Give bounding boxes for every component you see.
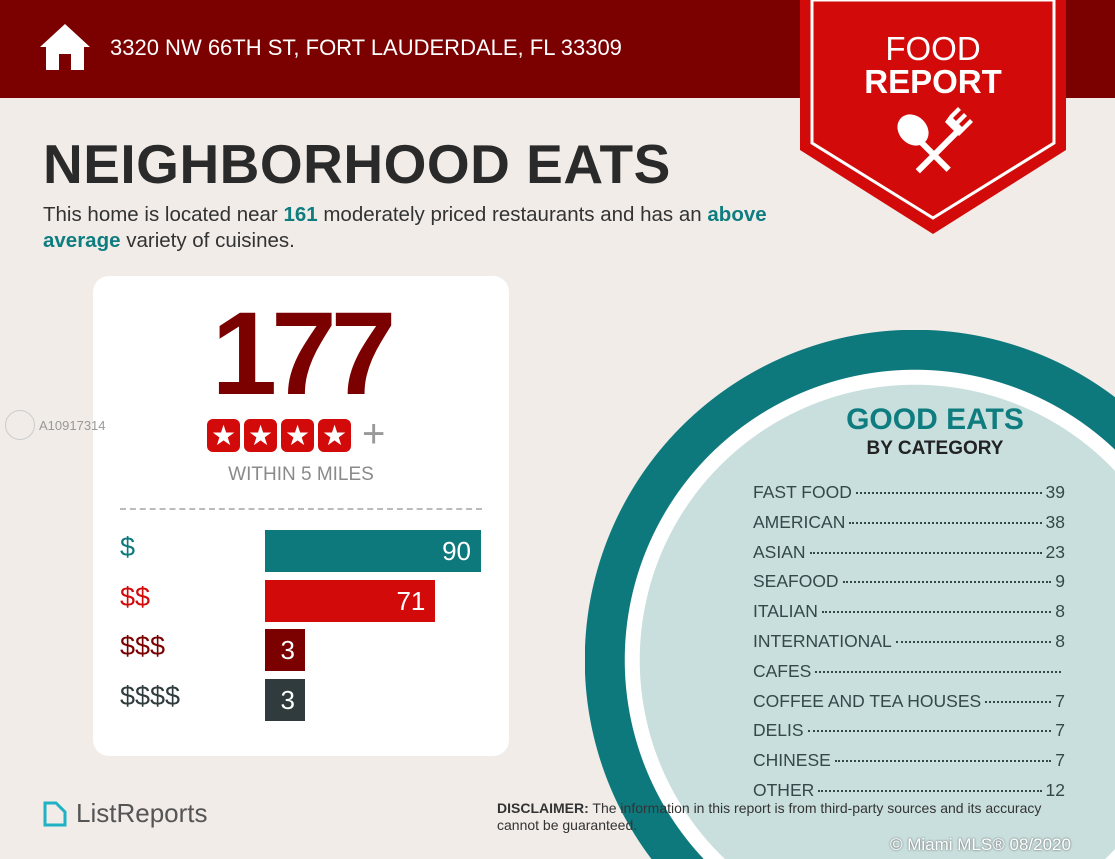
category-item: COFFEE AND TEA HOUSES 7 bbox=[753, 691, 1065, 721]
star-icon: ★ bbox=[244, 419, 277, 452]
price-tier-label: $$$$ bbox=[120, 680, 181, 711]
leader-dots bbox=[818, 789, 1042, 792]
leader-dots bbox=[842, 581, 1052, 584]
category-item: AMERICAN 38 bbox=[753, 512, 1065, 542]
category-name: DELIS bbox=[753, 720, 804, 741]
category-name: ASIAN bbox=[753, 541, 806, 562]
category-item: INTERNATIONAL 8 bbox=[753, 631, 1065, 661]
price-bar: 3 bbox=[265, 629, 305, 671]
food-report-badge bbox=[800, 0, 1066, 234]
listreports-icon bbox=[43, 801, 67, 826]
within-label: WITHIN 5 MILES bbox=[228, 464, 374, 485]
category-item: CAFES bbox=[753, 661, 1065, 691]
spoon-fork-icon bbox=[897, 107, 973, 174]
watermark-logo-icon bbox=[5, 410, 35, 440]
total-restaurants: 177 bbox=[211, 288, 397, 420]
price-tier-label: $$ bbox=[120, 581, 151, 612]
star-icon: ★ bbox=[281, 419, 314, 452]
category-item: OTHER 12 bbox=[753, 780, 1065, 810]
category-name: CHINESE bbox=[753, 750, 831, 771]
category-item: ASIAN 23 bbox=[753, 542, 1065, 572]
price-bar: 71 bbox=[265, 579, 436, 622]
teal-circle bbox=[585, 330, 1115, 859]
category-count: 39 bbox=[1045, 482, 1065, 502]
category-name: INTERNATIONAL bbox=[753, 630, 892, 651]
leader-dots bbox=[807, 730, 1052, 733]
plus-sign: + bbox=[362, 412, 386, 456]
category-count: 38 bbox=[1045, 511, 1065, 532]
category-list: FAST FOOD 39 AMERICAN 38 ASIAN 23 SEAFOOD 9 ITAL… bbox=[753, 482, 1065, 810]
price-bar: 3 bbox=[265, 678, 305, 721]
leader-dots bbox=[809, 551, 1042, 554]
leader-dots bbox=[815, 670, 1061, 673]
watermark: A10917314 bbox=[5, 410, 106, 440]
category-count: 7 bbox=[1055, 720, 1065, 741]
category-name: OTHER bbox=[753, 779, 815, 800]
disclaimer: DISCLAIMER: The information in this repo… bbox=[497, 800, 1042, 833]
category-count: 23 bbox=[1045, 541, 1065, 562]
category-item: DELIS 7 bbox=[753, 720, 1065, 750]
leader-dots bbox=[985, 700, 1052, 703]
price-tier-label: $ bbox=[120, 532, 136, 562]
category-count: 7 bbox=[1055, 750, 1065, 771]
good-eats-title: GOOD EATS bbox=[846, 403, 1024, 436]
star-icon: ★ bbox=[207, 419, 240, 452]
price-bar: 90 bbox=[265, 530, 481, 572]
page-title: NEIGHBORHOOD EATS bbox=[43, 133, 671, 195]
copyright: © Miami MLS® 08/2020 bbox=[890, 835, 1071, 854]
category-item: ITALIAN 8 bbox=[753, 601, 1065, 631]
category-name: CAFES bbox=[753, 660, 812, 681]
star-icon: ★ bbox=[318, 419, 351, 452]
category-item: SEAFOOD 9 bbox=[753, 571, 1065, 601]
category-count: 8 bbox=[1055, 601, 1065, 622]
category-name: ITALIAN bbox=[753, 601, 818, 622]
leader-dots bbox=[855, 492, 1042, 494]
leader-dots bbox=[821, 611, 1052, 614]
rating-stars: ★ ★ ★ ★ bbox=[207, 419, 351, 452]
price-tier-label: $$$ bbox=[120, 631, 166, 661]
good-eats-subtitle: BY CATEGORY bbox=[866, 438, 1004, 459]
category-name: FAST FOOD bbox=[753, 482, 852, 502]
category-count: 12 bbox=[1045, 779, 1065, 800]
house-icon bbox=[40, 24, 90, 70]
summary-card bbox=[93, 276, 509, 756]
category-count: 7 bbox=[1055, 690, 1065, 711]
category-item: CHINESE 7 bbox=[753, 750, 1065, 780]
listreports-logo: ListReports bbox=[42, 798, 208, 829]
leader-dots bbox=[849, 521, 1042, 524]
category-name: SEAFOOD bbox=[753, 571, 839, 592]
address: 3320 NW 66TH ST, FORT LAUDERDALE, FL 333… bbox=[110, 35, 622, 60]
category-count: 9 bbox=[1055, 571, 1065, 592]
intro-text: This home is located near 161 moderately… bbox=[43, 203, 767, 252]
category-name: COFFEE AND TEA HOUSES bbox=[753, 690, 982, 711]
badge-title: FOOD REPORT bbox=[864, 30, 1002, 100]
leader-dots bbox=[895, 640, 1052, 643]
divider bbox=[120, 508, 482, 510]
category-name: AMERICAN bbox=[753, 511, 846, 532]
category-item: FAST FOOD 39 bbox=[753, 482, 1065, 512]
leader-dots bbox=[834, 760, 1052, 763]
category-count: 8 bbox=[1055, 630, 1065, 651]
